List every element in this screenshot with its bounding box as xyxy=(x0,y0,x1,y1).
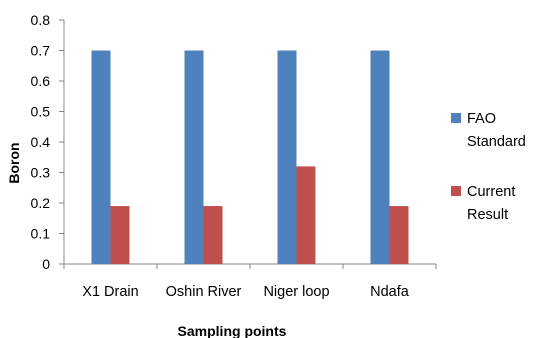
bar-current-result xyxy=(296,166,316,264)
y-tick-label: 0.5 xyxy=(31,104,51,120)
y-tick-label: 0.3 xyxy=(31,165,51,181)
bar-current-result xyxy=(389,206,409,264)
y-tick-label: 0.6 xyxy=(31,73,51,89)
plot-area xyxy=(63,20,436,265)
x-category-label: Ndafa xyxy=(370,284,410,300)
y-axis-ticks: 0 0.1 0.2 0.3 0.4 0.5 0.6 0.7 0.8 xyxy=(31,12,64,272)
bar-fao-standard xyxy=(277,50,297,264)
legend-swatch xyxy=(451,113,461,123)
y-tick-label: 0.1 xyxy=(31,226,51,242)
bar-fao-standard xyxy=(370,50,390,264)
bar-fao-standard xyxy=(184,50,204,264)
legend-label: Current xyxy=(467,184,515,200)
bar-current-result xyxy=(203,206,223,264)
y-tick-label: 0.2 xyxy=(31,195,51,211)
legend-label: FAO xyxy=(467,111,496,127)
x-category-label: X1 Drain xyxy=(82,284,138,300)
legend-label: Result xyxy=(467,207,508,223)
legend: FAO Standard Current Result xyxy=(451,111,526,223)
x-axis-categories: X1 Drain Oshin River Niger loop Ndafa xyxy=(63,264,437,300)
bar-current-result xyxy=(110,206,130,264)
x-category-label: Oshin River xyxy=(166,284,242,300)
y-tick-label: 0.4 xyxy=(31,134,51,150)
x-axis-title: Sampling points xyxy=(178,323,287,338)
legend-swatch xyxy=(451,186,461,196)
y-tick-label: 0.8 xyxy=(31,12,51,28)
bar-fao-standard xyxy=(91,50,111,264)
y-tick-label: 0 xyxy=(42,256,50,272)
x-category-label: Niger loop xyxy=(263,284,329,300)
y-tick-label: 0.7 xyxy=(31,43,51,59)
y-axis-title: Boron xyxy=(6,142,22,183)
legend-label: Standard xyxy=(467,134,526,150)
